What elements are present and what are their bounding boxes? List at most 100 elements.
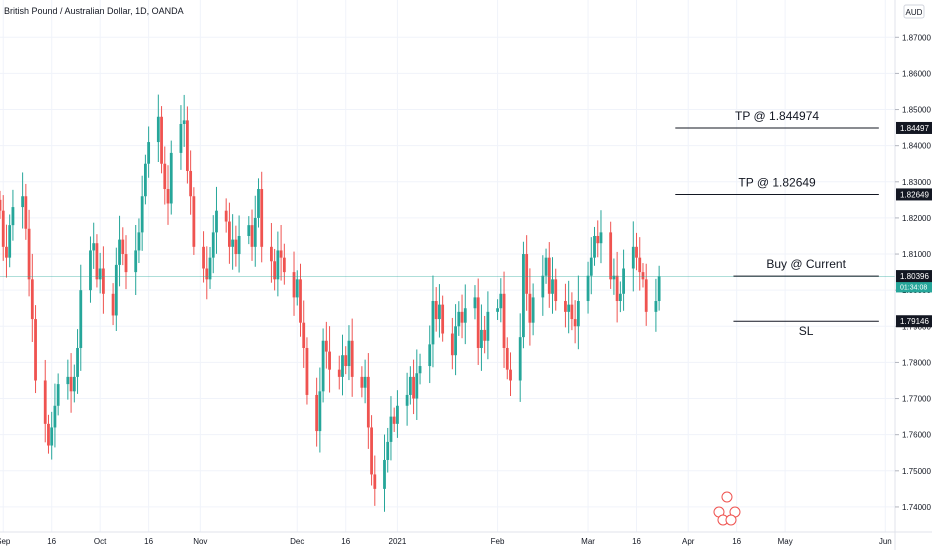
x-tick-label: Jun xyxy=(879,537,892,546)
candle-body xyxy=(564,301,567,312)
candle-body xyxy=(253,217,257,247)
y-tick-label: 1.85000 xyxy=(902,106,931,115)
y-tick-label: 1.83000 xyxy=(902,178,931,187)
candle-body xyxy=(279,250,283,258)
candle-body xyxy=(292,272,296,298)
candle-body xyxy=(431,301,435,345)
sl-price-badge[interactable] xyxy=(896,315,932,328)
tp1-price-badge[interactable] xyxy=(896,188,932,201)
candle-body xyxy=(305,347,309,395)
sl-price-badge-label: 1.79146 xyxy=(900,317,929,326)
candle-body xyxy=(89,250,92,291)
candle-body xyxy=(554,279,558,302)
candle-body xyxy=(56,384,60,406)
candle-body xyxy=(541,275,545,298)
candle-body xyxy=(160,116,163,164)
candle-body xyxy=(76,347,79,377)
candle-body xyxy=(615,275,619,302)
candle-body xyxy=(257,189,260,218)
candle-body xyxy=(570,304,574,320)
candle-body xyxy=(502,293,506,348)
y-tick-label: 1.77000 xyxy=(902,395,931,404)
chart-grid xyxy=(0,0,895,532)
candle-body xyxy=(434,301,438,320)
x-tick-label: Nov xyxy=(193,537,207,546)
sl-label: SL xyxy=(799,324,814,338)
candle-body xyxy=(441,304,445,334)
event-marker-icon[interactable] xyxy=(721,491,733,503)
candle-body xyxy=(589,257,593,276)
candle-body xyxy=(347,340,351,367)
candle-body xyxy=(299,279,302,323)
candle-body xyxy=(79,290,83,348)
candle-body xyxy=(544,257,548,276)
candle-body xyxy=(321,340,325,392)
candle-body xyxy=(405,394,409,406)
candle-body xyxy=(518,337,522,381)
tp1-label: TP @ 1.82649 xyxy=(738,175,816,189)
y-tick-label: 1.81000 xyxy=(902,250,931,259)
candle-body xyxy=(273,261,277,280)
y-tick-label: 1.86000 xyxy=(902,69,931,78)
event-marker-icon[interactable] xyxy=(725,514,737,526)
candle-body xyxy=(231,239,235,247)
event-markers-icon[interactable] xyxy=(713,491,741,526)
annotation-lines: TP @ 1.844974 TP @ 1.82649 Buy @ Current SL xyxy=(0,109,895,338)
candle-body xyxy=(350,340,354,377)
candle-body xyxy=(192,196,196,247)
candle-body xyxy=(215,210,218,233)
candle-body xyxy=(318,391,322,432)
candle-body xyxy=(134,250,138,273)
candle-body xyxy=(21,196,25,208)
price-axis[interactable]: 1.740001.750001.760001.770001.780001.790… xyxy=(894,0,932,550)
entry-price-badge[interactable] xyxy=(896,270,932,283)
tp2-price-badge[interactable] xyxy=(896,121,932,134)
candle-body xyxy=(341,355,344,377)
candle-body xyxy=(457,311,461,327)
candle-body xyxy=(596,235,600,244)
candle-body xyxy=(499,293,503,309)
candle-body xyxy=(315,394,319,432)
candle-body xyxy=(169,152,173,204)
candle-body xyxy=(0,199,2,211)
candle-body xyxy=(234,239,238,255)
candle-body xyxy=(208,257,212,280)
x-tick-label: Oct xyxy=(94,537,107,546)
candle-body xyxy=(586,275,590,302)
candle-body xyxy=(415,373,419,399)
candle-body xyxy=(622,268,625,294)
candle-body xyxy=(189,170,193,197)
candle-body xyxy=(69,376,73,392)
candle-body xyxy=(8,225,12,258)
candle-body xyxy=(576,301,580,327)
candle-body xyxy=(302,322,306,348)
candle-body xyxy=(328,351,331,370)
entry-label: Buy @ Current xyxy=(766,257,846,271)
candle-body xyxy=(641,272,645,280)
x-tick-label: Dec xyxy=(290,537,304,546)
candle-body xyxy=(11,207,15,226)
candle-body xyxy=(480,329,483,348)
x-tick-label: 16 xyxy=(144,537,153,546)
candle-body xyxy=(43,380,47,424)
candle-body xyxy=(30,279,34,320)
candle-body xyxy=(143,163,147,197)
candle-body xyxy=(47,423,50,446)
symbol-title: British Pound / Australian Dollar, 1D, O… xyxy=(4,6,184,16)
candlestick-series xyxy=(0,94,741,526)
candle-body xyxy=(66,376,70,385)
candle-body xyxy=(140,196,144,233)
tp1-price-badge-label: 1.82649 xyxy=(900,190,929,199)
candle-body xyxy=(276,250,280,280)
candle-body xyxy=(450,333,454,356)
y-tick-label: 1.76000 xyxy=(902,431,931,440)
candle-body xyxy=(412,376,415,399)
candle-body xyxy=(531,297,535,323)
candle-body xyxy=(124,254,128,273)
x-tick-label: 16 xyxy=(47,537,56,546)
time-axis[interactable]: Sep 16 Oct 16 Nov Dec 16 2021 Feb Mar 16 Apr 16 May Ju… xyxy=(0,531,932,546)
candle-body xyxy=(156,116,160,143)
candle-body xyxy=(260,189,264,247)
currency-badge[interactable] xyxy=(903,4,925,19)
